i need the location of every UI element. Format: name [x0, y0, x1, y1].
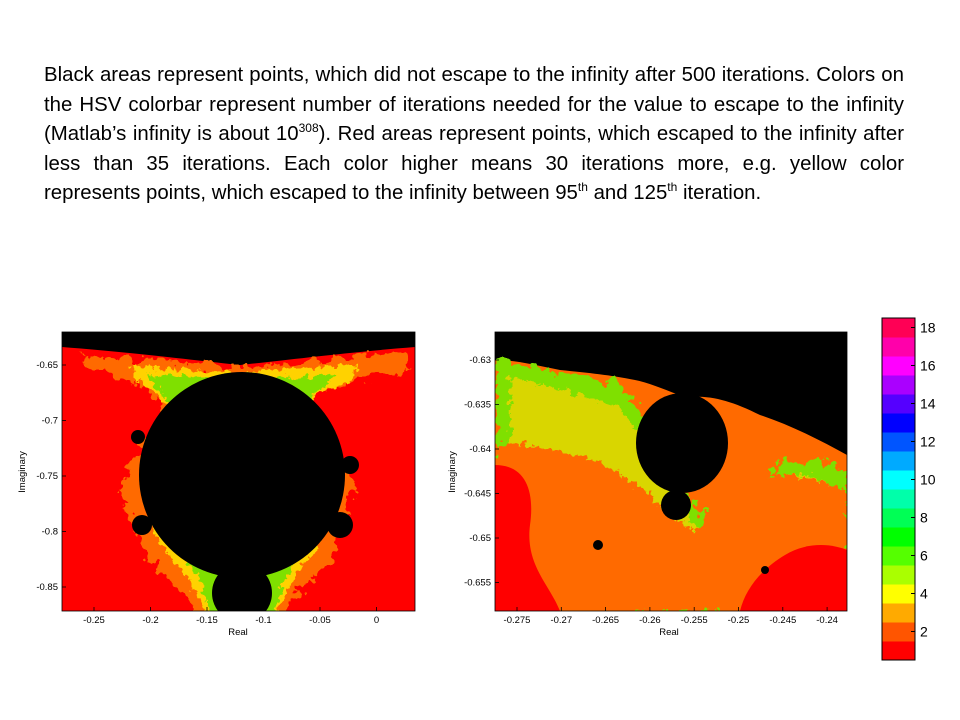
right-fractal-image: [495, 332, 847, 611]
x-tick-label: -0.27: [550, 615, 572, 626]
x-tick-label: -0.2: [142, 615, 158, 626]
y-tick-label: -0.635: [464, 400, 491, 411]
y-tick-label: -0.65: [469, 533, 491, 544]
colorbar-segment: [882, 584, 915, 604]
y-tick-label: -0.63: [469, 355, 491, 366]
x-tick-label: -0.26: [639, 615, 661, 626]
colorbar-tick-label: 4: [920, 586, 928, 602]
superscript-th-2: th: [667, 180, 678, 194]
caption-sentence-1: Black areas represent points, which did …: [44, 64, 811, 86]
x-tick-label: -0.1: [255, 615, 271, 626]
right-ylabel: Imaginary: [447, 451, 458, 493]
colorbar-segment: [882, 603, 915, 623]
y-tick-label: -0.8: [42, 527, 58, 538]
superscript-th-1: th: [577, 180, 588, 194]
colorbar-tick-label: 10: [920, 472, 936, 488]
x-tick-label: 0: [374, 615, 379, 626]
colorbar-tick-label: 6: [920, 548, 928, 564]
y-tick-label: -0.655: [464, 578, 491, 589]
caption-paragraph: Black areas represent points, which did …: [44, 61, 904, 209]
x-tick-label: -0.255: [681, 615, 708, 626]
colorbar-segment: [882, 622, 915, 642]
colorbar-segment: [882, 318, 915, 338]
colorbar-segment: [882, 527, 915, 547]
x-tick-label: -0.275: [504, 615, 531, 626]
colorbar-tick-label: 14: [920, 396, 936, 412]
colorbar-segment: [882, 546, 915, 566]
x-tick-label: -0.24: [816, 615, 838, 626]
colorbar-segment: [882, 451, 915, 471]
x-tick-label: -0.25: [83, 615, 105, 626]
x-tick-label: -0.15: [196, 615, 218, 626]
colorbar-tick-label: 2: [920, 624, 928, 640]
colorbar-tick-label: 18: [920, 320, 936, 336]
colorbar-segment: [882, 641, 915, 661]
colorbar-segment: [882, 337, 915, 357]
colorbar-segment: [882, 470, 915, 490]
y-tick-label: -0.85: [36, 582, 58, 593]
caption-sentence-2-end: ). Red areas represent points, which esc…: [44, 123, 904, 175]
exponent-308: 308: [298, 121, 319, 135]
left-fractal-image: [62, 332, 415, 611]
x-tick-label: -0.05: [309, 615, 331, 626]
hsv-colorbar: 18 16 14 12 10 8 6 4 2: [881, 317, 936, 661]
colorbar-tick-label: 12: [920, 434, 936, 450]
y-tick-label: -0.64: [469, 444, 491, 455]
y-tick-label: -0.7: [42, 416, 58, 427]
colorbar-segment: [882, 489, 915, 509]
colorbar-segment: [882, 508, 915, 528]
colorbar-segment: [882, 375, 915, 395]
right-fractal-plot: -0.63 -0.635 -0.64 -0.645 -0.65 -0.655 -0.275…: [447, 331, 848, 638]
caption-and-125: and 125: [587, 182, 668, 204]
x-tick-label: -0.265: [592, 615, 619, 626]
left-fractal-plot: -0.65 -0.7 -0.75 -0.8 -0.85 -0.25 -0.2 -0.15 -0…: [17, 331, 416, 638]
left-xlabel: Real: [228, 627, 248, 638]
colorbar-segment: [882, 394, 915, 414]
colorbar-segment: [882, 413, 915, 433]
caption-sentence-3: Each color higher means 30 iterations mo…: [44, 152, 905, 205]
caption-sentence-2: Colors on the HSV colorbar represent num…: [44, 64, 904, 145]
colorbar-segment: [882, 356, 915, 376]
caption-iteration-end: iteration.: [677, 182, 762, 204]
colorbar-segment: [882, 432, 915, 452]
colorbar-tick-label: 8: [920, 510, 928, 526]
x-tick-label: -0.245: [769, 615, 796, 626]
left-ylabel: Imaginary: [17, 451, 28, 493]
x-tick-label: -0.25: [728, 615, 750, 626]
colorbar-tick-label: 16: [920, 358, 936, 374]
y-tick-label: -0.65: [36, 360, 58, 371]
y-tick-label: -0.645: [464, 489, 491, 500]
right-xlabel: Real: [659, 627, 679, 638]
y-tick-label: -0.75: [36, 471, 58, 482]
colorbar-segment: [882, 565, 915, 585]
